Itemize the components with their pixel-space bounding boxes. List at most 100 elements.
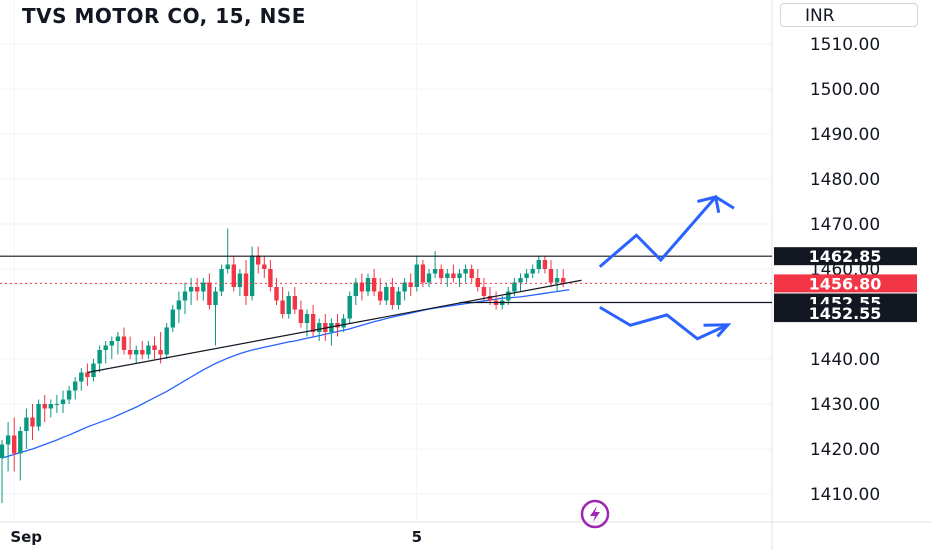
candle-body bbox=[146, 345, 151, 355]
candle-body bbox=[365, 278, 371, 292]
candle-body bbox=[524, 273, 529, 278]
candle-down bbox=[262, 255, 267, 278]
candle-body bbox=[140, 350, 145, 355]
arrow-head bbox=[697, 195, 721, 214]
candle-body bbox=[554, 278, 560, 283]
price-tag: 1452.55 bbox=[774, 304, 917, 323]
candle-down bbox=[30, 404, 35, 440]
time-tick-label: Sep bbox=[10, 528, 42, 546]
candle-body bbox=[36, 404, 41, 427]
candle-body bbox=[182, 291, 188, 301]
candle-body bbox=[225, 264, 230, 269]
candle-up bbox=[426, 269, 432, 287]
candles[interactable] bbox=[0, 228, 566, 504]
candle-body bbox=[134, 350, 139, 355]
candle-body bbox=[542, 260, 548, 269]
candle-up bbox=[365, 273, 371, 296]
drawings[interactable] bbox=[0, 195, 772, 374]
candle-body bbox=[414, 264, 419, 287]
candle-up bbox=[347, 291, 352, 323]
price-tag-bg bbox=[774, 304, 917, 323]
candle-up bbox=[249, 246, 255, 301]
candle-down bbox=[548, 260, 554, 287]
candle-down bbox=[127, 336, 133, 359]
candle-up bbox=[103, 341, 108, 364]
price-axis[interactable]: 1510.001500.001490.001480.001470.001460.… bbox=[810, 35, 880, 505]
candle-body bbox=[60, 399, 66, 404]
candle-up bbox=[60, 390, 66, 413]
candle-body bbox=[91, 363, 96, 377]
candle-body bbox=[79, 372, 84, 382]
candle-body bbox=[249, 255, 255, 296]
candle-body bbox=[280, 300, 285, 314]
price-tick-label: 1440.00 bbox=[810, 350, 880, 370]
candle-body bbox=[176, 300, 182, 310]
candle-up bbox=[396, 287, 401, 310]
candle-down bbox=[207, 273, 212, 310]
candle-body bbox=[341, 318, 346, 328]
candle-down bbox=[12, 417, 17, 472]
candle-up bbox=[188, 278, 194, 305]
candle-body bbox=[237, 273, 243, 287]
candle-body bbox=[359, 282, 365, 292]
candle-body bbox=[256, 255, 261, 265]
candle-body bbox=[262, 264, 267, 269]
candle-down bbox=[195, 278, 200, 301]
candle-down bbox=[310, 305, 316, 337]
currency-selector[interactable]: INR bbox=[780, 3, 918, 27]
price-tick-label: 1430.00 bbox=[810, 395, 880, 415]
candle-body bbox=[195, 287, 200, 292]
candle-up bbox=[146, 341, 151, 359]
candle-up bbox=[402, 278, 407, 301]
candle-body bbox=[231, 264, 236, 287]
candle-body bbox=[268, 269, 273, 287]
candle-body bbox=[439, 269, 444, 278]
candle-down bbox=[359, 273, 365, 301]
candle-down bbox=[378, 278, 383, 305]
candle-body bbox=[103, 345, 108, 350]
candle-body bbox=[243, 273, 249, 296]
candle-body bbox=[24, 417, 29, 431]
candle-body bbox=[475, 278, 480, 287]
price-tick-label: 1480.00 bbox=[810, 170, 880, 190]
candle-down bbox=[268, 260, 273, 292]
candle-body bbox=[207, 282, 212, 305]
price-tag-label: 1462.85 bbox=[809, 247, 882, 266]
candle-body bbox=[66, 390, 72, 400]
candle-body bbox=[109, 341, 114, 346]
candle-down bbox=[280, 287, 285, 319]
candle-body bbox=[298, 309, 304, 323]
candle-body bbox=[384, 287, 389, 301]
candle-body bbox=[188, 287, 194, 292]
candle-body bbox=[445, 273, 450, 278]
price-tag-bg bbox=[774, 247, 917, 266]
price-tick-label: 1410.00 bbox=[810, 485, 880, 505]
candle-up bbox=[109, 336, 114, 359]
candle-body bbox=[518, 278, 523, 283]
candle-up bbox=[225, 228, 230, 274]
candle-body bbox=[487, 296, 493, 301]
time-axis[interactable]: Sep 5 bbox=[10, 528, 422, 546]
candle-body bbox=[451, 273, 456, 278]
candle-body bbox=[286, 296, 291, 314]
candle-body bbox=[408, 282, 413, 287]
price-tag: 1462.85 bbox=[774, 247, 917, 266]
candle-up bbox=[219, 264, 224, 296]
candle-body bbox=[347, 296, 352, 319]
candle-up bbox=[24, 408, 29, 449]
price-tick-label: 1470.00 bbox=[810, 215, 880, 235]
tradingview-logo-icon[interactable] bbox=[580, 499, 610, 529]
candle-up bbox=[182, 282, 188, 314]
candle-body bbox=[548, 269, 554, 283]
candle-down bbox=[256, 246, 261, 274]
candle-body bbox=[152, 345, 157, 350]
arrow-path bbox=[598, 195, 735, 268]
time-tick-label: 5 bbox=[412, 528, 422, 546]
candle-body bbox=[127, 350, 133, 355]
candle-up bbox=[0, 440, 5, 503]
candle-up bbox=[73, 377, 78, 400]
candle-body bbox=[420, 264, 426, 283]
candle-body bbox=[469, 269, 474, 278]
